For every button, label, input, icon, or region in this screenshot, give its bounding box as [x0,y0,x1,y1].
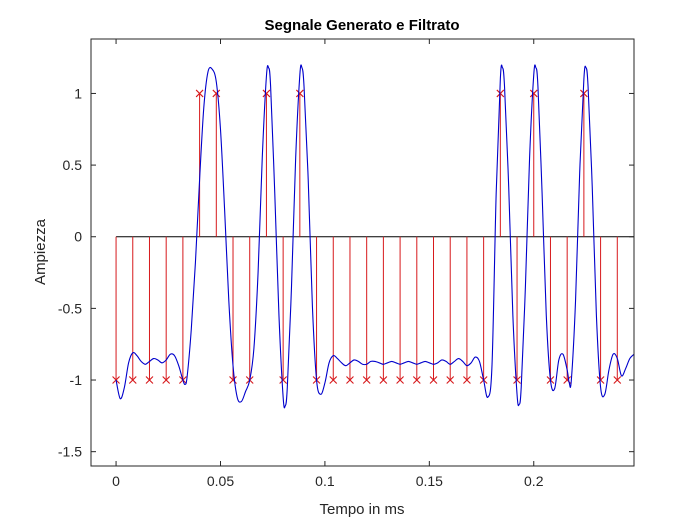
stem-marker [379,376,388,384]
stem-marker [262,89,271,98]
y-tick-label: -1 [70,372,83,388]
stem-marker [212,89,221,98]
stem-marker [613,376,622,384]
x-tick-label: 0.15 [416,473,443,489]
filtered-signal-series [115,64,635,409]
stem-marker [295,89,304,98]
stem-marker [346,376,354,384]
stem-marker [279,376,288,384]
stem-marker [229,376,237,384]
stem-marker [128,376,137,384]
x-tick-label: 0.2 [524,473,544,489]
y-axis-label: Ampiezza [32,218,49,285]
stem-marker [446,376,455,384]
stem-marker [396,376,404,384]
x-tick-label: 0.1 [315,473,335,489]
y-tick-label: -1.5 [58,444,82,460]
stem-marker [579,89,588,98]
axes-frame [90,38,635,467]
y-tick-label: 0.5 [63,157,83,173]
filtered-signal-line [115,64,635,409]
x-tick-label: 0.05 [207,473,234,489]
stem-marker [429,376,438,384]
stem-marker [513,376,521,384]
stem-marker [329,376,338,384]
axes-box [90,38,635,467]
y-tick-label: -0.5 [58,300,82,316]
y-tick-label: 1 [74,85,82,101]
y-tick-label: 0 [74,229,82,245]
x-axis-label: Tempo in ms [319,501,404,518]
stem-series [112,89,622,384]
stem-marker [529,89,538,98]
plot-area [91,39,634,466]
x-axis-ticks: 0 0.05 0.1 0.15 0.2 [112,39,544,489]
stem-marker [162,376,171,384]
stem-marker [195,89,204,98]
stem-marker [463,376,471,384]
x-tick-label: 0 [112,473,120,489]
chart-title: Segnale Generato e Filtrato [264,17,459,34]
y-axis-ticks: -1.5 -1 -0.5 0 0.5 1 [58,85,634,460]
stem-marker [145,376,154,384]
stem-marker [412,376,421,384]
stem-marker [596,376,605,384]
stem-marker [362,376,371,384]
